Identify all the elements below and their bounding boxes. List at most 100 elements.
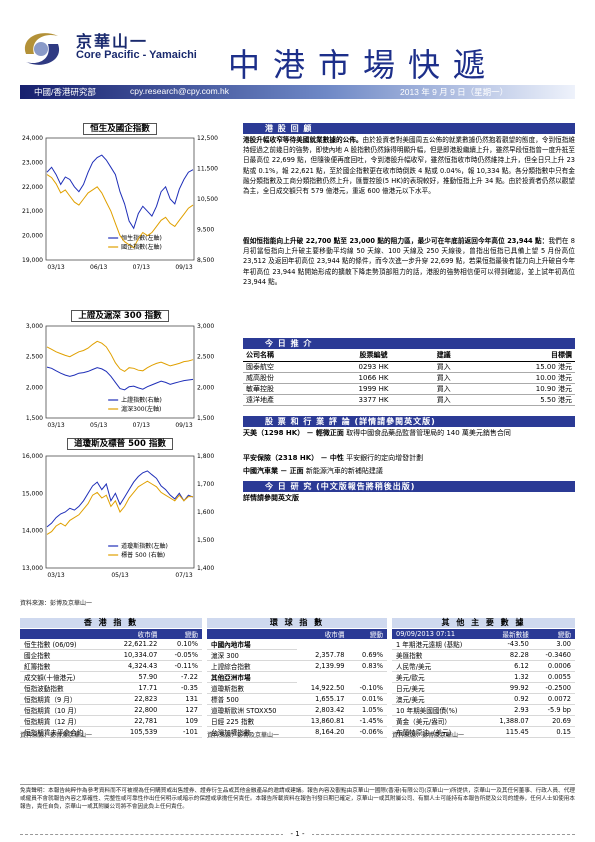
table-row: 美匯指數 82.28 -0.3460: [392, 649, 575, 661]
hk-index-name: 恒指期貨（12 月）: [20, 715, 108, 727]
email-link[interactable]: cpy.research@cpy.com.hk: [130, 86, 230, 96]
recommend-rating: 買入: [418, 372, 469, 384]
table-row: 恒指波動指數 17.71 -0.35: [20, 682, 202, 694]
world-group-label: 其他亞洲市場: [207, 671, 298, 683]
page-title: 中港市場快遞: [228, 46, 499, 84]
hk-index-name: 恒指期貨（10 月）: [20, 704, 108, 716]
hk-index-change: 109: [161, 715, 202, 727]
eco-item-name: 人民幣/美元: [392, 660, 486, 672]
x-tick-label: 03/13: [47, 572, 64, 579]
y-left-tick-label: 2,500: [26, 354, 43, 361]
world-index-name: 滬深 300: [207, 649, 298, 661]
table-row: 澳元/美元 0.92 0.0072: [392, 693, 575, 705]
recommend-code: 3377 HK: [328, 394, 419, 406]
hk-index-name: 成交額(十億港元): [20, 671, 108, 683]
y-right-tick-label: 2,000: [197, 384, 214, 391]
world-col-change: 變動: [348, 629, 387, 639]
eco-item-latest: 1.32: [485, 671, 533, 683]
legend-label: 上證指數(右軸): [121, 396, 162, 404]
world-index-close: 2,139.99: [297, 660, 349, 672]
world-index-name: 台灣加權指數: [207, 726, 298, 738]
table-row: 敏華控股 1999 HK 買入 10.90 港元: [243, 383, 575, 395]
y-right-tick-label: 12,500: [197, 135, 218, 142]
eco-item-latest: 1,388.07: [485, 715, 533, 727]
plot-frame: [45, 455, 195, 569]
logo-english-name: Core Pacific - Yamaichi: [76, 49, 197, 61]
table-row: 滬深 300 2,357.78 0.69%: [207, 649, 387, 661]
x-tick-label: 03/13: [47, 264, 64, 271]
table-row: 國泰航空 0293 HK 買入 15.00 港元: [243, 361, 575, 373]
eco-item-change: 0.0072: [532, 693, 575, 705]
table-row: 人民幣/美元 6.12 0.0006: [392, 660, 575, 672]
eco-col-change: 變動: [532, 629, 575, 639]
hk-indices-heading: 香 港 指 數: [20, 618, 202, 628]
table-row: 恒指期貨未平倉合約 105,539 -101: [20, 726, 202, 738]
eco-col-latest: 最新數據: [485, 629, 533, 639]
x-tick-label: 05/13: [90, 422, 107, 429]
legend-label: 恒生指數(左軸): [121, 234, 162, 242]
world-col-close: 收市價: [297, 629, 349, 639]
table-row: 黃金（美元/盎司） 1,388.07 20.69: [392, 715, 575, 727]
table-row: 日經 225 指數 13,860.81 -1.45%: [207, 715, 387, 727]
hk-index-close: 22,800: [107, 704, 162, 716]
review-body-2: 我們在 8 月初當恒指向上升破主要移動平均線 50 天線、100 天線及 250…: [243, 237, 575, 286]
table-row: 恒生指數 (06/09) 22,621.22 0.10%: [20, 639, 202, 650]
review-paragraph-1: 港股升幅收窄等待美國就業數據的公佈。由於投資者對美國周五公佈的就業數據仍然抱着觀…: [243, 135, 575, 196]
table-row: 恒指期貨（9 月） 22,823 131: [20, 693, 202, 705]
hk-index-change: -101: [161, 726, 202, 738]
world-index-close: 8,164.20: [297, 726, 349, 738]
header-bar: 中國/香港研究部 cpy.research@cpy.com.hk 2013 年 …: [20, 85, 575, 99]
world-index-close: 1,655.17: [297, 693, 349, 705]
table-row: 威高股份 1066 HK 買入 10.00 港元: [243, 372, 575, 384]
legend-label: 滬深300(左軸): [121, 405, 161, 413]
comment-1-stock: 天美（1298 HK）: [243, 429, 305, 437]
world-index-change: 1.05%: [348, 704, 387, 716]
x-tick-label: 07/13: [133, 422, 150, 429]
hk-index-name: 紅籌指數: [20, 660, 108, 672]
chart2-title: 上證及滬深 300 指數: [20, 309, 220, 322]
y-left-tick-label: 3,000: [26, 323, 43, 330]
y-left-tick-label: 15,000: [22, 490, 43, 497]
eco-item-change: 20.69: [532, 715, 575, 727]
hk-table-source: 資料來源：彭博及京華山一: [20, 732, 93, 739]
y-left-tick-label: 22,000: [22, 184, 43, 191]
series-line: [46, 340, 194, 373]
hk-index-change: -0.05%: [161, 649, 202, 661]
chart-dow-sp500: 13,000 14,000 15,000 16,000 1,400 1,500 1,600 1…: [22, 453, 214, 579]
table-row: 恒指期貨（10 月） 22,800 127: [20, 704, 202, 716]
x-tick-label: 07/13: [175, 572, 192, 579]
hk-index-name: 恒生指數 (06/09): [20, 639, 108, 650]
eco-item-latest: 99.92: [485, 682, 533, 694]
y-left-tick-label: 24,000: [22, 135, 43, 142]
y-right-tick-label: 1,700: [197, 481, 214, 488]
hk-index-close: 10,334.07: [107, 649, 162, 661]
recommend-company: 威高股份: [243, 372, 329, 384]
world-index-name: 道瓊斯歐洲 STOXX50: [207, 704, 298, 716]
comment-2-rating: － 中性: [320, 454, 344, 462]
y-left-tick-label: 2,000: [26, 384, 43, 391]
stock-comments-heading: 股 票 和 行 業 評 論 (詳情請參閱英文版): [243, 416, 575, 427]
hk-index-change: 131: [161, 693, 202, 705]
world-col-name: [207, 629, 298, 639]
y-right-tick-label: 8,500: [197, 257, 214, 264]
recommend-target: 10.00 港元: [468, 372, 575, 384]
comment-item-3: 中國汽車業 － 正面 新能源汽車的新補貼建議: [243, 466, 575, 476]
eco-col-name: 09/09/2013 07:11: [392, 629, 486, 639]
series-line: [46, 470, 194, 528]
hk-index-change: -0.11%: [161, 660, 202, 672]
series-line: [46, 480, 193, 535]
y-right-tick-label: 1,800: [197, 453, 214, 460]
comment-item-1: 天美（1298 HK） － 輕微正面 取得中國食品藥品監督管理局的 140 萬美…: [243, 428, 575, 438]
table-row: 道瓊斯歐洲 STOXX50 2,803.42 1.05%: [207, 704, 387, 716]
hk-index-name: 恒指期貨（9 月）: [20, 693, 108, 705]
series-line: [46, 366, 194, 391]
eco-item-name: 澳元/美元: [392, 693, 486, 705]
recommend-rating: 買入: [418, 394, 469, 406]
hk-index-close: 4,324.43: [107, 660, 162, 672]
x-tick-label: 03/13: [47, 422, 64, 429]
plot-frame: [45, 137, 195, 261]
world-index-close: 14,922.50: [297, 682, 349, 694]
eco-item-latest: -43.50: [485, 639, 533, 650]
world-index-change: 0.69%: [348, 649, 387, 661]
recommend-col-target: 目標價: [468, 350, 575, 362]
